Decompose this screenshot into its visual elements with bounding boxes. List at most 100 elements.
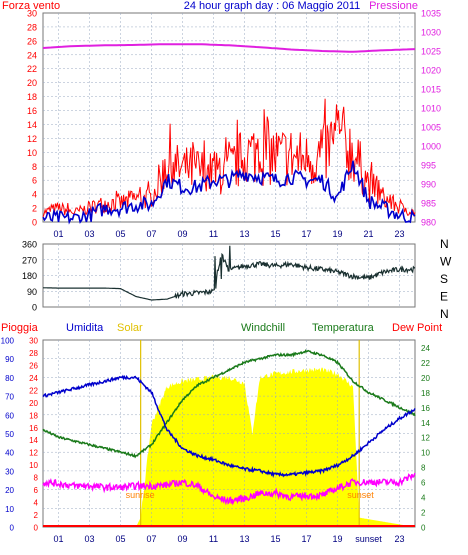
wind-tick-label: 30 xyxy=(27,9,37,19)
pressure-tick-label: 995 xyxy=(421,161,436,171)
wind-tick-label: 28 xyxy=(27,22,37,32)
pressure-line xyxy=(42,43,416,53)
x-tick-label: 03 xyxy=(84,229,94,239)
humidity-tick-label: 90 xyxy=(5,355,14,364)
wind-tick-label: 24 xyxy=(27,50,37,60)
wind-average-line xyxy=(42,160,416,225)
x-tick-label: 07 xyxy=(146,229,156,239)
wind-tick-label: 16 xyxy=(27,106,37,116)
x-tick-label: 07 xyxy=(146,534,156,544)
rain-tick-label: 18 xyxy=(29,411,38,420)
legend-label: Dew Point xyxy=(392,322,442,334)
humidity-tick-label: 10 xyxy=(5,505,14,514)
pressure-tick-label: 1035 xyxy=(421,9,441,19)
pressure-tick-label: 1000 xyxy=(421,142,441,152)
pressure-tick-label: 1025 xyxy=(421,47,441,57)
rain-tick-label: 0 xyxy=(34,524,39,533)
x-tick-label: 17 xyxy=(301,229,311,239)
wind-tick-label: 20 xyxy=(27,78,37,88)
wind-tick-label: 6 xyxy=(32,176,37,186)
pressure-tick-label: 980 xyxy=(421,218,436,228)
wind-tick-label: 26 xyxy=(27,36,37,46)
legend-label: Umidita xyxy=(66,322,104,334)
x-tick-label: 09 xyxy=(177,534,187,544)
sunset-label: sunset xyxy=(347,490,374,500)
x-tick-label: sunset xyxy=(355,534,382,544)
rain-tick-label: 24 xyxy=(29,374,38,383)
wind-tick-label: 0 xyxy=(32,218,37,228)
pressure-tick-label: 1015 xyxy=(421,85,441,95)
pressure-tick-label: 1005 xyxy=(421,123,441,133)
sunrise-label: sunrise xyxy=(126,490,155,500)
compass-label: S xyxy=(440,272,448,286)
x-tick-label: 03 xyxy=(84,534,94,544)
x-tick-label: 19 xyxy=(332,229,342,239)
rain-tick-label: 10 xyxy=(29,461,38,470)
temperature-tick-label: 2 xyxy=(421,509,426,518)
rain-tick-label: 16 xyxy=(29,424,38,433)
temperature-tick-label: 14 xyxy=(421,419,430,428)
rain-tick-label: 28 xyxy=(29,349,38,358)
rain-tick-label: 6 xyxy=(34,486,39,495)
x-tick-label: 09 xyxy=(177,229,187,239)
direction-tick-label: 90 xyxy=(27,287,37,297)
wind-direction-line xyxy=(43,245,416,301)
humidity-tick-label: 20 xyxy=(5,486,14,495)
x-tick-label: 13 xyxy=(239,229,249,239)
temperature-tick-label: 12 xyxy=(421,434,430,443)
x-tick-label: 01 xyxy=(53,534,63,544)
pressure-tick-label: 1030 xyxy=(421,28,441,38)
x-tick-label: 01 xyxy=(53,229,63,239)
humidity-tick-label: 30 xyxy=(5,467,14,476)
temperature-tick-label: 24 xyxy=(421,344,430,353)
direction-tick-label: 270 xyxy=(22,255,37,265)
x-tick-label: 11 xyxy=(209,229,218,239)
x-tick-label: 05 xyxy=(115,229,125,239)
rain-tick-label: 2 xyxy=(34,511,39,520)
wind-tick-label: 18 xyxy=(27,92,37,102)
temperature-line xyxy=(42,349,416,459)
legend-label: Pioggia xyxy=(1,322,39,334)
wind-tick-label: 4 xyxy=(32,190,37,200)
rain-tick-label: 8 xyxy=(34,474,39,483)
humidity-tick-label: 0 xyxy=(10,524,15,533)
direction-tick-label: 360 xyxy=(22,240,37,250)
pressure-tick-label: 1020 xyxy=(421,66,441,76)
temperature-tick-label: 0 xyxy=(421,524,426,533)
compass-label: N xyxy=(440,237,449,251)
wind-tick-label: 12 xyxy=(27,134,37,144)
compass-label: E xyxy=(440,290,448,304)
temperature-tick-label: 8 xyxy=(421,464,426,473)
legend-label: Temperatura xyxy=(312,322,375,334)
x-tick-label: 19 xyxy=(332,534,342,544)
pressure-tick-label: 1010 xyxy=(421,104,441,114)
wind-tick-label: 10 xyxy=(27,148,37,158)
x-tick-label: 23 xyxy=(394,534,404,544)
direction-tick-label: 0 xyxy=(32,303,37,313)
x-tick-label: 15 xyxy=(270,534,280,544)
x-tick-label: 23 xyxy=(394,229,404,239)
temperature-tick-label: 16 xyxy=(421,404,430,413)
wind-axis-label: Forza vento xyxy=(2,0,60,12)
humidity-tick-label: 100 xyxy=(1,337,15,346)
legend-label: Solar xyxy=(117,322,143,334)
solar-area xyxy=(43,367,415,527)
humidity-line xyxy=(42,374,416,478)
temperature-tick-label: 18 xyxy=(421,389,430,398)
humidity-tick-label: 80 xyxy=(5,374,14,383)
x-tick-label: 05 xyxy=(115,534,125,544)
pressure-tick-label: 985 xyxy=(421,199,436,209)
x-tick-label: 11 xyxy=(209,534,218,544)
direction-tick-label: 180 xyxy=(22,271,37,281)
pressure-axis-label: Pressione xyxy=(369,0,418,12)
humidity-tick-label: 70 xyxy=(5,393,14,402)
rain-tick-label: 26 xyxy=(29,361,38,370)
temperature-tick-label: 22 xyxy=(421,359,430,368)
temperature-tick-label: 20 xyxy=(421,374,430,383)
humidity-tick-label: 50 xyxy=(5,430,14,439)
pressure-tick-label: 990 xyxy=(421,180,436,190)
x-tick-label: 15 xyxy=(270,229,280,239)
x-tick-label: 21 xyxy=(363,229,373,239)
rain-tick-label: 4 xyxy=(34,499,39,508)
